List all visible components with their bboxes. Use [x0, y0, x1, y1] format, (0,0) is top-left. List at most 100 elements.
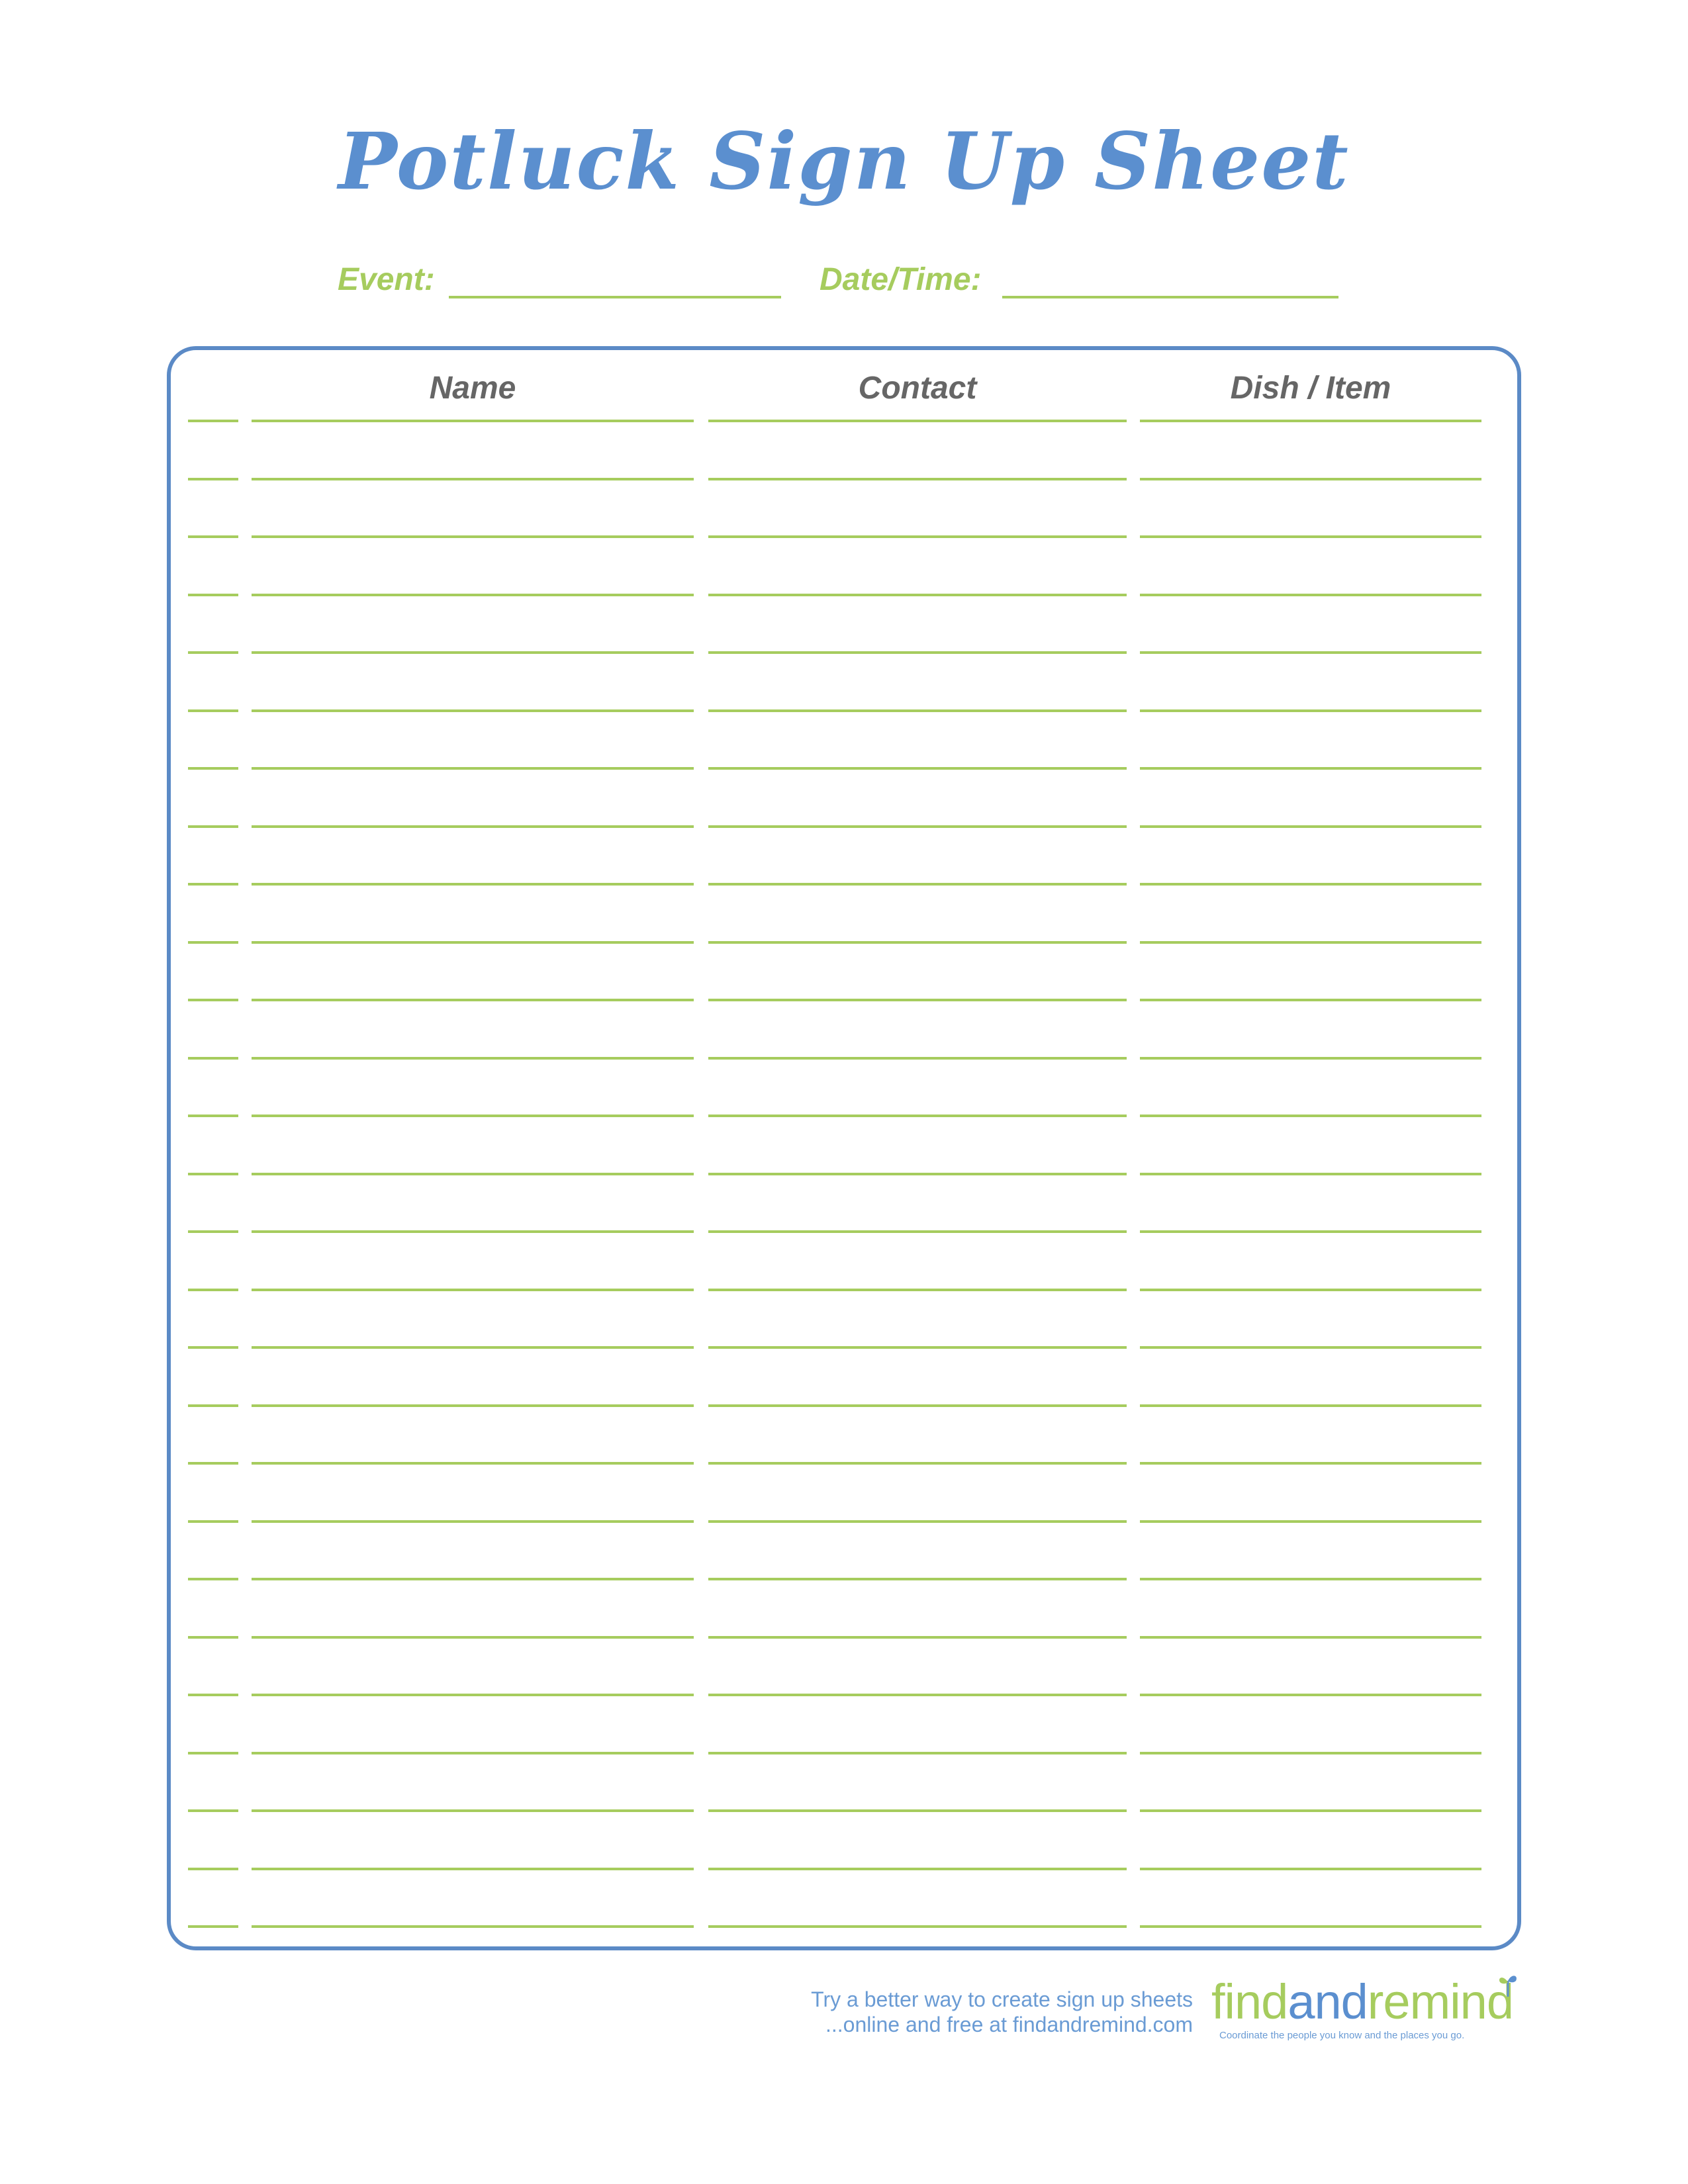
- row-dish-line[interactable]: [1140, 1636, 1481, 1639]
- row-number-line[interactable]: [188, 825, 238, 828]
- row-dish-line[interactable]: [1140, 1868, 1481, 1870]
- row-dish-line[interactable]: [1140, 1694, 1481, 1696]
- row-contact-line[interactable]: [708, 1752, 1127, 1754]
- row-name-line[interactable]: [252, 999, 694, 1001]
- row-name-line[interactable]: [252, 594, 694, 596]
- row-number-line[interactable]: [188, 941, 238, 944]
- row-number-line[interactable]: [188, 420, 238, 422]
- row-number-line[interactable]: [188, 1694, 238, 1696]
- row-contact-line[interactable]: [708, 651, 1127, 654]
- row-contact-line[interactable]: [708, 1404, 1127, 1407]
- row-number-line[interactable]: [188, 767, 238, 770]
- row-contact-line[interactable]: [708, 999, 1127, 1001]
- row-dish-line[interactable]: [1140, 420, 1481, 422]
- row-contact-line[interactable]: [708, 1636, 1127, 1639]
- row-contact-line[interactable]: [708, 1462, 1127, 1465]
- row-dish-line[interactable]: [1140, 478, 1481, 480]
- row-dish-line[interactable]: [1140, 1173, 1481, 1175]
- row-number-line[interactable]: [188, 1115, 238, 1117]
- row-dish-line[interactable]: [1140, 1404, 1481, 1407]
- row-contact-line[interactable]: [708, 1173, 1127, 1175]
- row-dish-line[interactable]: [1140, 941, 1481, 944]
- row-number-line[interactable]: [188, 1404, 238, 1407]
- row-name-line[interactable]: [252, 1809, 694, 1812]
- row-name-line[interactable]: [252, 1578, 694, 1580]
- row-contact-line[interactable]: [708, 709, 1127, 712]
- row-name-line[interactable]: [252, 1462, 694, 1465]
- row-number-line[interactable]: [188, 1057, 238, 1060]
- row-contact-line[interactable]: [708, 594, 1127, 596]
- row-dish-line[interactable]: [1140, 1752, 1481, 1754]
- row-dish-line[interactable]: [1140, 1462, 1481, 1465]
- row-name-line[interactable]: [252, 709, 694, 712]
- row-number-line[interactable]: [188, 1809, 238, 1812]
- row-name-line[interactable]: [252, 1230, 694, 1233]
- row-number-line[interactable]: [188, 1868, 238, 1870]
- row-name-line[interactable]: [252, 1868, 694, 1870]
- row-number-line[interactable]: [188, 1462, 238, 1465]
- row-name-line[interactable]: [252, 941, 694, 944]
- row-contact-line[interactable]: [708, 767, 1127, 770]
- row-dish-line[interactable]: [1140, 1809, 1481, 1812]
- row-name-line[interactable]: [252, 1636, 694, 1639]
- row-number-line[interactable]: [188, 1520, 238, 1523]
- row-number-line[interactable]: [188, 1346, 238, 1349]
- row-contact-line[interactable]: [708, 1578, 1127, 1580]
- row-name-line[interactable]: [252, 1694, 694, 1696]
- row-name-line[interactable]: [252, 1057, 694, 1060]
- row-dish-line[interactable]: [1140, 767, 1481, 770]
- row-contact-line[interactable]: [708, 1868, 1127, 1870]
- row-dish-line[interactable]: [1140, 825, 1481, 828]
- row-number-line[interactable]: [188, 1636, 238, 1639]
- row-number-line[interactable]: [188, 883, 238, 886]
- row-dish-line[interactable]: [1140, 1925, 1481, 1928]
- row-contact-line[interactable]: [708, 535, 1127, 538]
- row-name-line[interactable]: [252, 1346, 694, 1349]
- row-contact-line[interactable]: [708, 1925, 1127, 1928]
- row-name-line[interactable]: [252, 1173, 694, 1175]
- row-contact-line[interactable]: [708, 1520, 1127, 1523]
- row-contact-line[interactable]: [708, 1057, 1127, 1060]
- row-contact-line[interactable]: [708, 941, 1127, 944]
- row-number-line[interactable]: [188, 1230, 238, 1233]
- row-number-line[interactable]: [188, 651, 238, 654]
- row-dish-line[interactable]: [1140, 594, 1481, 596]
- row-dish-line[interactable]: [1140, 1057, 1481, 1060]
- row-contact-line[interactable]: [708, 1289, 1127, 1291]
- row-contact-line[interactable]: [708, 1809, 1127, 1812]
- row-contact-line[interactable]: [708, 883, 1127, 886]
- row-name-line[interactable]: [252, 651, 694, 654]
- row-number-line[interactable]: [188, 535, 238, 538]
- row-dish-line[interactable]: [1140, 1578, 1481, 1580]
- row-dish-line[interactable]: [1140, 1346, 1481, 1349]
- row-name-line[interactable]: [252, 767, 694, 770]
- row-dish-line[interactable]: [1140, 883, 1481, 886]
- row-name-line[interactable]: [252, 1752, 694, 1754]
- row-name-line[interactable]: [252, 478, 694, 480]
- row-number-line[interactable]: [188, 999, 238, 1001]
- row-name-line[interactable]: [252, 1404, 694, 1407]
- row-contact-line[interactable]: [708, 420, 1127, 422]
- row-number-line[interactable]: [188, 478, 238, 480]
- row-number-line[interactable]: [188, 1173, 238, 1175]
- row-number-line[interactable]: [188, 709, 238, 712]
- row-number-line[interactable]: [188, 1925, 238, 1928]
- row-contact-line[interactable]: [708, 825, 1127, 828]
- row-name-line[interactable]: [252, 420, 694, 422]
- event-field[interactable]: [449, 296, 781, 298]
- row-dish-line[interactable]: [1140, 535, 1481, 538]
- row-contact-line[interactable]: [708, 1694, 1127, 1696]
- row-contact-line[interactable]: [708, 1115, 1127, 1117]
- row-number-line[interactable]: [188, 1752, 238, 1754]
- row-dish-line[interactable]: [1140, 999, 1481, 1001]
- row-name-line[interactable]: [252, 535, 694, 538]
- row-dish-line[interactable]: [1140, 709, 1481, 712]
- row-contact-line[interactable]: [708, 478, 1127, 480]
- row-dish-line[interactable]: [1140, 1115, 1481, 1117]
- row-number-line[interactable]: [188, 1578, 238, 1580]
- row-dish-line[interactable]: [1140, 651, 1481, 654]
- row-dish-line[interactable]: [1140, 1520, 1481, 1523]
- row-name-line[interactable]: [252, 883, 694, 886]
- row-name-line[interactable]: [252, 1289, 694, 1291]
- row-number-line[interactable]: [188, 594, 238, 596]
